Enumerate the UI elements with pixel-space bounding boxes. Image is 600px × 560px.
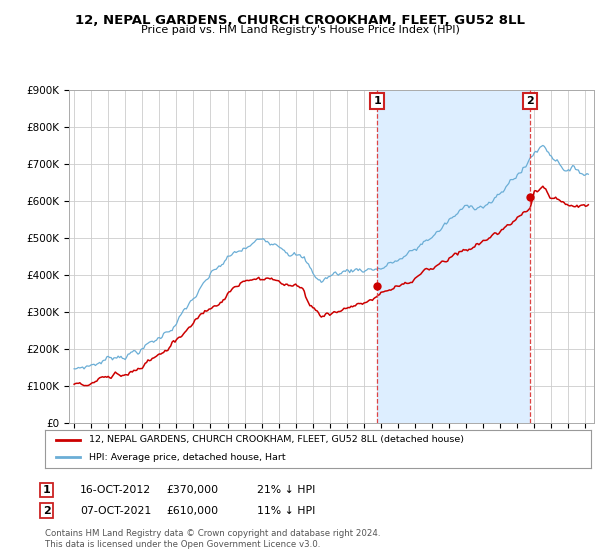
Text: 2: 2	[527, 96, 534, 106]
Text: Contains HM Land Registry data © Crown copyright and database right 2024.
This d: Contains HM Land Registry data © Crown c…	[45, 529, 380, 549]
Text: 16-OCT-2012: 16-OCT-2012	[80, 485, 151, 495]
Text: £370,000: £370,000	[167, 485, 219, 495]
Text: 1: 1	[43, 485, 50, 495]
Text: Price paid vs. HM Land Registry's House Price Index (HPI): Price paid vs. HM Land Registry's House …	[140, 25, 460, 35]
Text: 07-OCT-2021: 07-OCT-2021	[80, 506, 151, 516]
Text: 2: 2	[43, 506, 50, 516]
Text: 12, NEPAL GARDENS, CHURCH CROOKHAM, FLEET, GU52 8LL: 12, NEPAL GARDENS, CHURCH CROOKHAM, FLEE…	[75, 14, 525, 27]
Text: 1: 1	[373, 96, 381, 106]
Text: 12, NEPAL GARDENS, CHURCH CROOKHAM, FLEET, GU52 8LL (detached house): 12, NEPAL GARDENS, CHURCH CROOKHAM, FLEE…	[89, 435, 464, 444]
Text: £610,000: £610,000	[167, 506, 219, 516]
Text: 11% ↓ HPI: 11% ↓ HPI	[257, 506, 315, 516]
Text: 21% ↓ HPI: 21% ↓ HPI	[257, 485, 315, 495]
Bar	[377, 90, 530, 423]
Text: HPI: Average price, detached house, Hart: HPI: Average price, detached house, Hart	[89, 453, 286, 462]
